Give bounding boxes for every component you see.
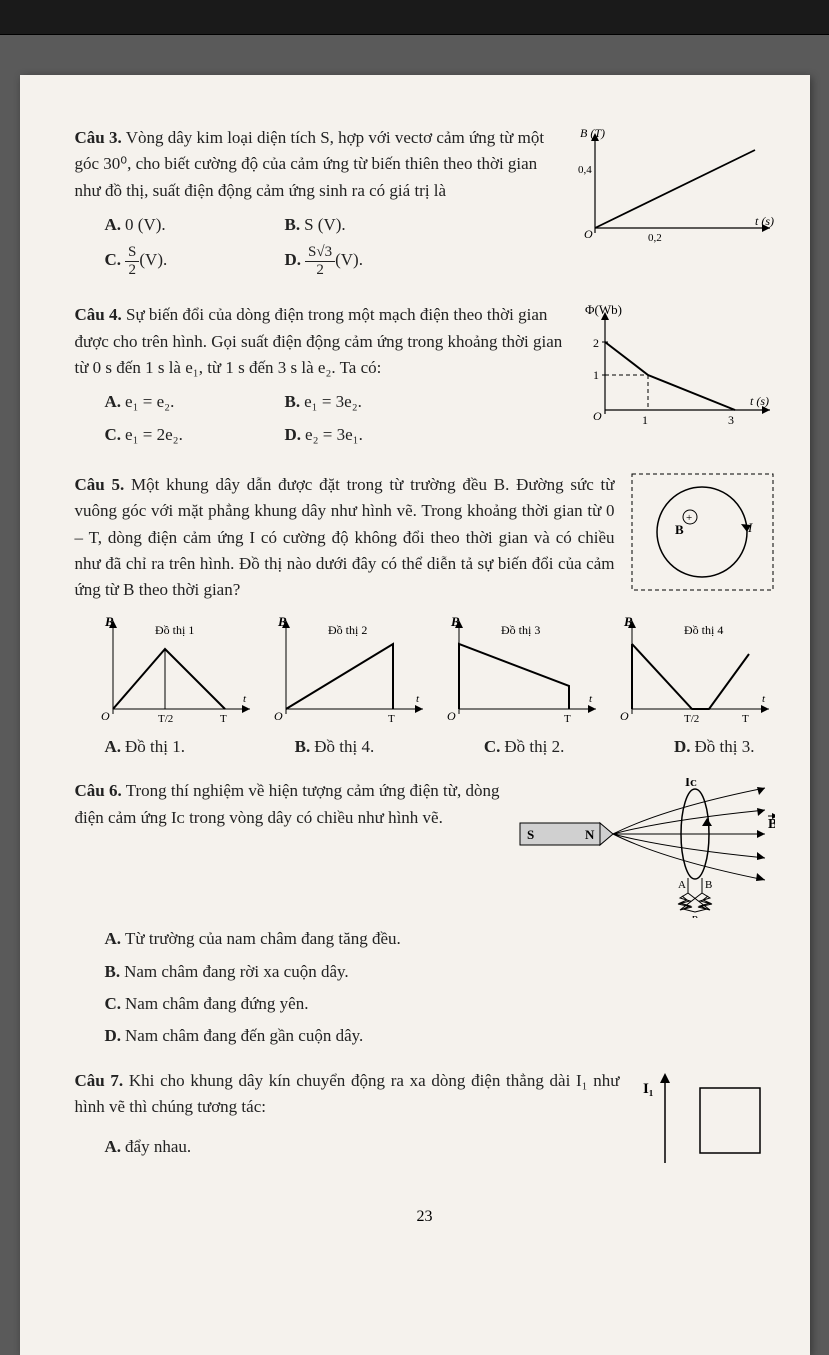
- q6-opt-c: C.Nam châm đang đứng yên.: [105, 991, 775, 1017]
- svg-text:O: O: [620, 709, 629, 723]
- question-7: Câu 7. Khi cho khung dây kín chuyển động…: [75, 1068, 775, 1168]
- page: Câu 3. Vòng dây kim loại diện tích S, hợ…: [20, 75, 810, 1355]
- svg-text:T: T: [220, 713, 227, 724]
- q5-graph-3: B Đồ thị 3 O T t: [441, 614, 601, 724]
- svg-text:Đồ thị 2: Đồ thị 2: [328, 623, 367, 637]
- svg-text:O: O: [593, 409, 602, 423]
- q6-text: Trong thí nghiệm về hiện tượng cảm ứng đ…: [75, 781, 500, 826]
- svg-text:Iᴄ: Iᴄ: [685, 778, 697, 789]
- svg-text:0,2: 0,2: [648, 232, 662, 244]
- svg-text:t: t: [416, 693, 420, 705]
- q4-chart: Φ(Wb) t (s) O 2 1 1 3: [580, 302, 775, 432]
- svg-text:Φ(Wb): Φ(Wb): [585, 302, 622, 317]
- q6-magnet-diagram: S N Iᴄ B: [515, 778, 775, 918]
- q5-graph-2: B Đồ thị 2 O T t: [268, 614, 428, 724]
- svg-text:2: 2: [593, 336, 599, 350]
- q3-text: Vòng dây kim loại diện tích S, hợp với v…: [75, 128, 545, 200]
- q6-opt-a: A.Từ trường của nam châm đang tăng đều.: [105, 926, 775, 952]
- svg-text:T: T: [564, 713, 571, 724]
- svg-text:1: 1: [642, 413, 648, 427]
- q3-opt-b: B.S (V).: [285, 212, 425, 238]
- q3-head: Câu 3.: [75, 128, 122, 147]
- svg-text:t: t: [589, 693, 593, 705]
- svg-text:R: R: [690, 914, 698, 918]
- q5-graph-1: B Đồ thị 1 O T/2 T t: [95, 614, 255, 724]
- q4-opt-b: B.e₁ = 3e₂.: [285, 389, 425, 415]
- q3-opt-d: D.S√32(V).: [285, 244, 425, 278]
- svg-text:Đồ thị 3: Đồ thị 3: [501, 623, 540, 637]
- question-4: Câu 4. Sự biến đổi của dòng điện trong m…: [75, 302, 775, 454]
- svg-text:O: O: [101, 709, 110, 723]
- svg-text:T/2: T/2: [158, 713, 173, 724]
- q7-diagram: I₁: [635, 1068, 775, 1168]
- svg-text:T/2: T/2: [684, 713, 699, 724]
- svg-text:1: 1: [593, 368, 599, 382]
- q3-opt-c: C.S2(V).: [105, 244, 245, 278]
- q3-chart: B (T) t (s) O 0,4 0,2: [570, 125, 775, 245]
- q5-text: Một khung dây dẫn được đặt trong từ trườ…: [75, 475, 615, 599]
- q6-opt-b: B.Nam châm đang rời xa cuộn dây.: [105, 959, 775, 985]
- q7-opt-a: A.đẩy nhau.: [105, 1134, 620, 1160]
- svg-text:Đồ thị 4: Đồ thị 4: [684, 623, 723, 637]
- q5-opt-d: D.Đồ thị 3.: [674, 734, 755, 760]
- svg-text:S: S: [527, 827, 534, 842]
- svg-text:t: t: [243, 693, 247, 705]
- q5-head: Câu 5.: [75, 475, 125, 494]
- q5-opt-a: A.Đồ thị 1.: [105, 734, 186, 760]
- q5-circle-diagram: + B I: [630, 472, 775, 592]
- question-6: Câu 6. Trong thí nghiệm về hiện tượng cả…: [75, 778, 775, 1049]
- question-3: Câu 3. Vòng dây kim loại diện tích S, hợ…: [75, 125, 775, 284]
- q6-opt-d: D.Nam châm đang đến gần cuộn dây.: [105, 1023, 775, 1049]
- svg-text:B: B: [675, 522, 684, 537]
- svg-text:3: 3: [728, 413, 734, 427]
- svg-text:t (s): t (s): [750, 394, 769, 408]
- svg-text:B: B: [705, 879, 712, 891]
- svg-text:Đồ thị 1: Đồ thị 1: [155, 623, 194, 637]
- svg-text:N: N: [585, 827, 595, 842]
- svg-text:O: O: [584, 227, 593, 241]
- q4-opt-c: C.e₁ = 2e₂.: [105, 422, 245, 448]
- svg-text:T: T: [742, 713, 749, 724]
- q6-head: Câu 6.: [75, 781, 122, 800]
- svg-text:O: O: [447, 709, 456, 723]
- q5-graph-4: B Đồ thị 4 O T/2 T t: [614, 614, 774, 724]
- keyboard-edge: [0, 0, 829, 35]
- q7-text: Khi cho khung dây kín chuyển động ra xa …: [75, 1071, 620, 1116]
- q3-opt-a: A.0 (V).: [105, 212, 245, 238]
- svg-text:B: B: [768, 817, 775, 832]
- svg-text:0,4: 0,4: [578, 164, 592, 176]
- q5-opt-c: C.Đồ thị 2.: [484, 734, 565, 760]
- svg-text:A: A: [678, 879, 686, 891]
- svg-text:+: +: [686, 512, 692, 524]
- svg-text:B (T): B (T): [580, 126, 605, 140]
- svg-text:I₁: I₁: [643, 1081, 653, 1097]
- page-number: 23: [75, 1208, 775, 1226]
- svg-text:O: O: [274, 709, 283, 723]
- q7-head: Câu 7.: [75, 1071, 124, 1090]
- q4-text: Sự biến đổi của dòng điện trong một mạch…: [75, 305, 563, 377]
- svg-text:t: t: [762, 693, 766, 705]
- q4-head: Câu 4.: [75, 305, 122, 324]
- q4-opt-d: D.e₂ = 3e₁.: [285, 422, 425, 448]
- question-5: Câu 5. Một khung dây dẫn được đặt trong …: [75, 472, 775, 760]
- q5-graphs-row: B Đồ thị 1 O T/2 T t B Đồ thị 2: [95, 614, 775, 724]
- svg-text:T: T: [388, 713, 395, 724]
- q5-opt-b: B.Đồ thị 4.: [295, 734, 375, 760]
- q4-opt-a: A.e₁ = e₂.: [105, 389, 245, 415]
